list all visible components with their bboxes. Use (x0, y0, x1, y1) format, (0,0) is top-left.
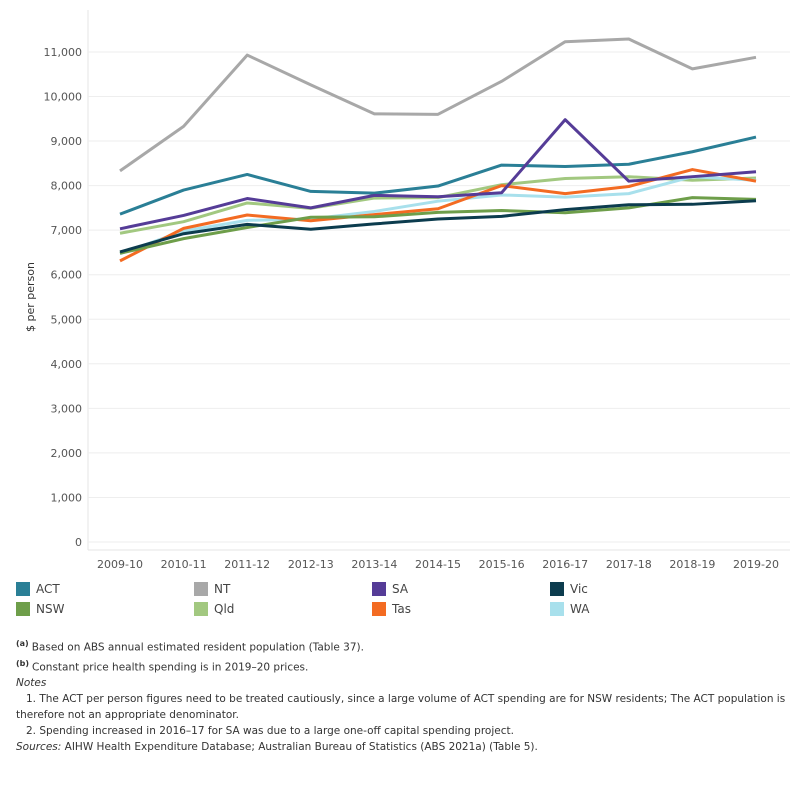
legend-label: Vic (570, 582, 588, 596)
sources: Sources: AIHW Health Expenditure Databas… (16, 741, 538, 753)
legend-label: Tas (392, 602, 411, 616)
x-tick-label: 2010-11 (161, 558, 207, 571)
y-tick-label: 7,000 (51, 224, 83, 237)
y-tick-label: 8,000 (51, 180, 83, 193)
x-tick-label: 2018-19 (669, 558, 715, 571)
y-tick-label: 1,000 (51, 491, 83, 504)
legend-label: ACT (36, 582, 60, 596)
note-2: 2. Spending increased in 2016–17 for SA … (26, 725, 514, 737)
y-tick-label: 9,000 (51, 135, 83, 148)
y-tick-label: 10,000 (44, 91, 83, 104)
legend-item-nsw: NSW (16, 602, 64, 616)
series-line-wa (119, 175, 757, 256)
footnote-a: (a) Based on ABS annual estimated residen… (16, 639, 364, 654)
legend-item-nt: NT (194, 582, 230, 596)
x-tick-label: 2017-18 (606, 558, 652, 571)
y-tick-label: 2,000 (51, 447, 83, 460)
y-tick-label: 11,000 (44, 46, 83, 59)
legend-item-tas: Tas (372, 602, 411, 616)
x-tick-label: 2014-15 (415, 558, 461, 571)
legend-swatch (372, 602, 386, 616)
legend-label: NT (214, 582, 231, 596)
y-tick-label: 4,000 (51, 358, 83, 371)
legend-item-act: ACT (16, 582, 60, 596)
legend-item-sa: SA (372, 582, 408, 596)
legend-label: NSW (36, 602, 65, 616)
series-line-sa (119, 118, 757, 231)
legend-item-wa: WA (550, 602, 589, 616)
legend-swatch (550, 602, 564, 616)
legend-label: WA (570, 602, 590, 616)
note-1-cont: therefore not an appropriate denominator… (16, 709, 239, 721)
line-chart: 0 1,000 2,000 3,000 4,000 5,000 6,000 7,000 8,00… (24, 10, 790, 571)
y-tick-label: 5,000 (51, 313, 83, 326)
footnote-b: (b) Constant price health spending is in … (16, 658, 309, 674)
series-line-nt (119, 37, 757, 173)
legend-swatch (16, 582, 30, 596)
legend-label: Qld (214, 602, 235, 616)
y-tick-label: 0 (75, 536, 82, 549)
legend-label: SA (392, 582, 409, 596)
x-tick-label: 2011-12 (224, 558, 270, 571)
series-line-vic (119, 199, 757, 254)
legend-item-vic: Vic (550, 582, 588, 596)
x-tick-label: 2009-10 (97, 558, 143, 571)
notes: (a) Based on ABS annual estimated residen… (16, 636, 785, 755)
y-tick-label: 3,000 (51, 402, 83, 415)
x-tick-label: 2013-14 (351, 558, 397, 571)
x-tick-label: 2012-13 (288, 558, 334, 571)
note-1: 1. The ACT per person figures need to be… (26, 693, 786, 705)
x-tick-label: 2015-16 (479, 558, 525, 571)
x-tick-label: 2019-20 (733, 558, 779, 571)
legend-item-qld: Qld (194, 602, 234, 616)
x-tick-label: 2016-17 (542, 558, 588, 571)
legend-swatch (16, 602, 30, 616)
legend-swatch (550, 582, 564, 596)
y-axis-label: $ per person (24, 262, 37, 332)
legend-swatch (194, 602, 208, 616)
y-tick-label: 6,000 (51, 269, 83, 282)
legend-swatch (194, 582, 208, 596)
series-line-act (119, 135, 757, 216)
notes-label: Notes (16, 677, 47, 689)
legend-swatch (372, 582, 386, 596)
